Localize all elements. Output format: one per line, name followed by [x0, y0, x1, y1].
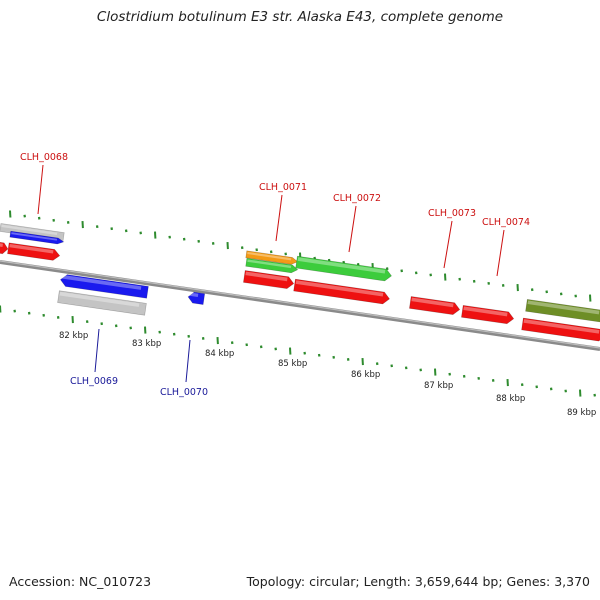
gene-feature[interactable]	[57, 290, 147, 316]
label-leader-lines	[37, 164, 505, 383]
gene-body	[293, 278, 390, 305]
scale-label-87kbp: 87 kbp	[424, 381, 453, 391]
gene-feature[interactable]	[245, 257, 299, 274]
gene-feature[interactable]	[0, 223, 65, 241]
gene-body	[57, 290, 147, 316]
leader-line	[185, 339, 191, 383]
gene-body	[7, 242, 61, 261]
genome-title: Clostridium botulinum E3 str. Alaska E43…	[96, 9, 504, 25]
gene-feature[interactable]	[0, 241, 9, 255]
gene-body	[0, 241, 9, 255]
gene-body	[187, 291, 206, 305]
gene-label-clh-0073[interactable]: CLH_0073	[428, 208, 476, 219]
gene-shine	[463, 306, 508, 317]
gene-label-clh-0071[interactable]: CLH_0071	[259, 182, 307, 193]
scale-label-83kbp: 83 kbp	[132, 339, 161, 349]
gene-feature[interactable]	[187, 291, 206, 305]
gene-shine	[527, 300, 600, 315]
gene-feature[interactable]	[295, 255, 393, 282]
gene-body	[243, 270, 295, 289]
leader-line	[496, 229, 505, 277]
gene-feature[interactable]	[7, 242, 61, 261]
leader-line	[94, 328, 100, 373]
gene-shine	[1, 224, 58, 235]
leader-line	[443, 220, 453, 269]
gene-shine	[523, 319, 600, 334]
gene-shine	[61, 274, 142, 290]
gene-feature[interactable]	[293, 278, 391, 305]
gene-feature[interactable]	[409, 296, 461, 315]
gene-body	[9, 230, 65, 245]
leader-line	[37, 164, 44, 215]
gene-shine	[247, 259, 292, 269]
gene-body	[245, 250, 299, 265]
gene-body	[245, 257, 299, 274]
gene-feature[interactable]	[60, 274, 149, 299]
gene-body	[0, 223, 65, 241]
genome-backbone	[0, 260, 600, 351]
gene-body	[461, 304, 515, 325]
gene-body	[60, 274, 149, 299]
gene-shine	[245, 271, 288, 282]
scale-label-88kbp: 88 kbp	[496, 394, 525, 404]
leader-line	[275, 194, 283, 242]
gene-shine	[411, 297, 454, 308]
genome-summary-text: Topology: circular; Length: 3,659,644 bp…	[246, 574, 590, 589]
leader-line	[348, 205, 357, 253]
gene-body	[525, 298, 600, 324]
gene-shine	[295, 280, 384, 297]
gene-body	[409, 296, 461, 315]
gene-label-clh-0074[interactable]: CLH_0074	[482, 217, 530, 228]
gene-label-clh-0070[interactable]: CLH_0070	[160, 387, 208, 398]
backbone-line	[0, 260, 600, 351]
inner-tick-ring	[0, 305, 596, 397]
gene-shine	[297, 257, 386, 274]
accession-text: Accession: NC_010723	[9, 574, 152, 589]
scale-label-86kbp: 86 kbp	[351, 370, 380, 380]
gene-shine	[9, 243, 54, 254]
scale-label-85kbp: 85 kbp	[278, 359, 307, 369]
gene-feature[interactable]	[525, 298, 600, 324]
scale-label-89kbp: 89 kbp	[567, 408, 596, 418]
gene-feature[interactable]	[243, 270, 295, 289]
gene-feature[interactable]	[245, 250, 299, 265]
gene-label-clh-0069[interactable]: CLH_0069	[70, 376, 118, 387]
gene-shine	[0, 242, 3, 248]
backbone-highlight	[0, 260, 600, 349]
gene-label-clh-0068[interactable]: CLH_0068	[20, 152, 68, 163]
gene-shine	[247, 251, 292, 261]
gene-features	[0, 223, 600, 342]
gene-body	[521, 317, 600, 342]
scale-label-82kbp: 82 kbp	[59, 331, 88, 341]
gene-label-clh-0072[interactable]: CLH_0072	[333, 193, 381, 204]
gene-shine	[11, 232, 58, 241]
gene-feature[interactable]	[461, 304, 515, 325]
gene-shine	[189, 292, 199, 298]
gene-body	[295, 255, 392, 282]
gene-shine	[59, 291, 140, 307]
scale-label-84kbp: 84 kbp	[205, 349, 234, 359]
gene-feature[interactable]	[521, 317, 600, 342]
gene-feature[interactable]	[9, 230, 65, 245]
